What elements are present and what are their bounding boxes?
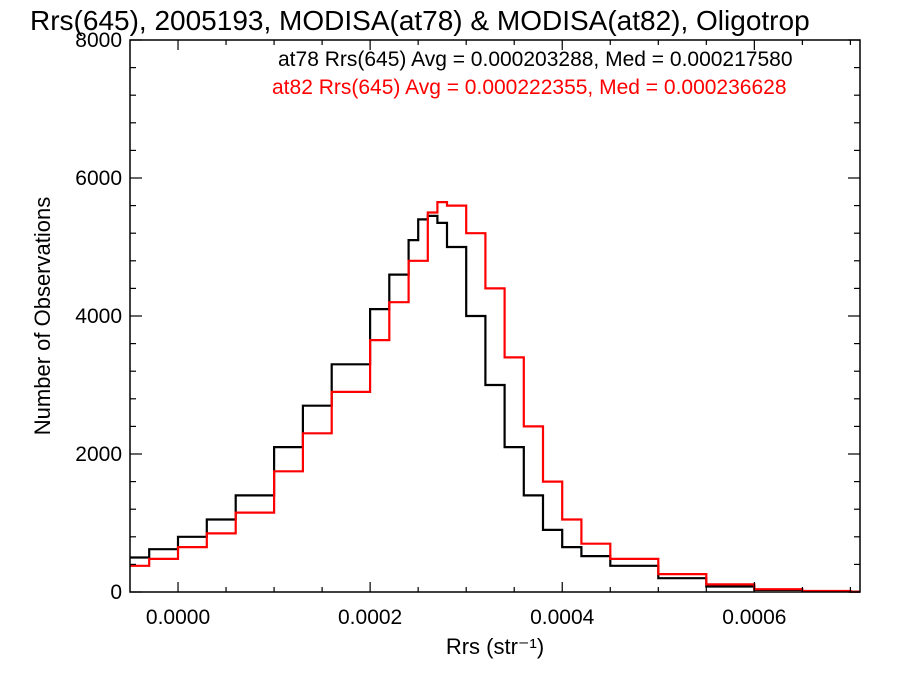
- x-tick-label: 0.0006: [722, 606, 786, 629]
- y-axis-label: Number of Observations: [30, 197, 55, 435]
- x-tick-label: 0.0002: [338, 606, 402, 629]
- x-tick-label: 0.0004: [530, 606, 595, 629]
- legend-entry-at78: at78 Rrs(645) Avg = 0.000203288, Med = 0…: [278, 48, 793, 71]
- y-tick-label: 8000: [75, 29, 122, 52]
- y-tick-label: 6000: [75, 167, 122, 190]
- x-axis-label: Rrs (str⁻¹): [446, 634, 544, 659]
- series-layer: [130, 201, 860, 593]
- tick-layer: 0.0000 0.0002 0.0004 0.0006 0 2000 4000 6000 800…: [75, 29, 860, 629]
- y-tick-label: 4000: [75, 305, 122, 328]
- legend-entry-at82: at82 Rrs(645) Avg = 0.000222355, Med = 0…: [272, 76, 787, 99]
- y-tick-label: 0: [110, 581, 122, 604]
- series-line-at82: [130, 201, 860, 593]
- x-tick-label: 0.0000: [146, 606, 210, 629]
- y-tick-label: 2000: [75, 443, 122, 466]
- chart-title: Rrs(645), 2005193, MODISA(at78) & MODISA…: [30, 5, 810, 36]
